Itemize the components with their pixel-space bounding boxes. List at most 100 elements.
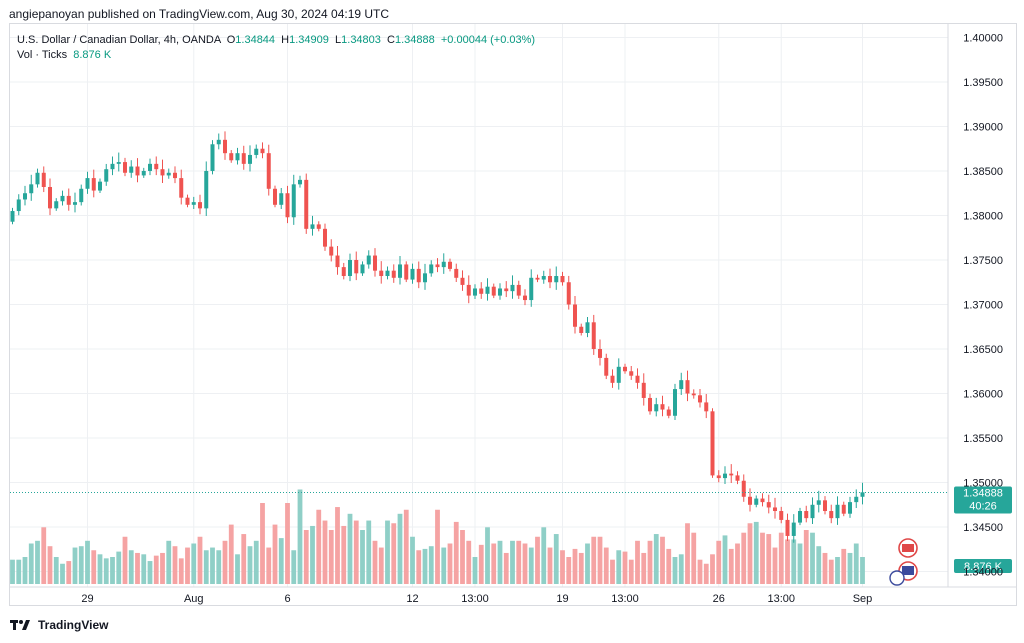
volume-bar	[22, 557, 28, 584]
candle-body	[510, 284, 515, 292]
candle-body	[523, 295, 527, 301]
low-label: L	[335, 34, 342, 46]
price-tick-label: 1.35000	[963, 478, 1003, 490]
countdown-label: 40:26	[969, 501, 997, 513]
candle-body	[535, 277, 540, 280]
volume-bar	[366, 520, 372, 584]
candle-body	[541, 276, 546, 280]
candle-body	[85, 178, 90, 189]
volume-bar	[622, 551, 628, 584]
volume-bar	[728, 548, 734, 584]
volume-bar	[372, 540, 378, 584]
volume-bar	[841, 548, 847, 584]
candle-body	[48, 186, 52, 209]
candle-body	[54, 201, 59, 209]
candle-body	[416, 268, 421, 283]
price-tick-label: 1.39000	[963, 121, 1003, 133]
volume-bar	[528, 547, 534, 584]
volume-bar	[422, 548, 428, 584]
volume-bar	[572, 548, 578, 584]
volume-bar	[672, 557, 678, 584]
candle-body	[829, 511, 834, 519]
volume-bar	[278, 538, 284, 584]
volume-bar	[810, 532, 815, 584]
volume-bar	[503, 552, 509, 584]
volume-bar	[153, 555, 159, 584]
price-tick-label: 1.36000	[963, 389, 1003, 401]
volume-bar	[566, 557, 572, 584]
volume-bar	[722, 535, 728, 584]
volume-bar	[85, 540, 90, 584]
candle-body	[166, 172, 171, 176]
candle-body	[216, 139, 221, 145]
volume-bar	[416, 550, 422, 584]
candle-body	[341, 267, 346, 277]
volume-bar	[472, 557, 478, 584]
volume-bar	[310, 525, 315, 584]
volume-bar	[747, 523, 753, 584]
volume-bar	[178, 558, 184, 584]
close-value: 1.34888	[394, 34, 435, 46]
volume-bar	[647, 540, 653, 584]
candle-body	[98, 181, 102, 191]
price-tick-label: 1.38000	[963, 210, 1003, 222]
candle-body	[673, 389, 677, 416]
volume-bar	[47, 546, 53, 584]
candle-body	[573, 304, 577, 327]
candle-body	[298, 179, 302, 185]
volume-bar	[610, 559, 615, 584]
candle-body	[641, 382, 646, 398]
candle-body	[698, 395, 702, 403]
open-value: 1.34844	[235, 34, 276, 46]
volume-bar	[72, 547, 78, 584]
volume-bar	[853, 543, 859, 584]
candle-body	[441, 261, 446, 268]
volume-bar	[53, 557, 59, 584]
volume-bar	[716, 540, 722, 584]
price-tick-label: 1.34000	[963, 567, 1003, 579]
candle-body	[454, 268, 459, 278]
footer-brand[interactable]: TradingView	[10, 618, 108, 632]
last-price-label: 1.34888	[963, 488, 1003, 500]
volume-bar	[591, 536, 597, 584]
candle-body	[741, 480, 746, 497]
volume-bar	[491, 543, 497, 584]
volume-legend: Vol · Ticks 8.876 K	[17, 49, 111, 61]
price-tick-label: 1.38500	[963, 166, 1003, 178]
candle-body	[616, 366, 621, 383]
candle-body	[585, 322, 590, 333]
candle-body	[66, 195, 71, 205]
volume-bar	[497, 540, 503, 584]
candle-body	[23, 193, 27, 200]
candle-body	[710, 411, 715, 476]
volume-bar	[666, 548, 672, 584]
footer-brand-label: TradingView	[38, 618, 109, 632]
time-tick-label: 13:00	[767, 593, 795, 605]
candle-body	[679, 380, 684, 390]
candle-body	[610, 375, 615, 383]
volume-bar	[160, 552, 165, 584]
candle-body	[198, 202, 202, 209]
candle-body	[210, 144, 215, 171]
volume-bar	[216, 550, 222, 584]
volume-bar	[710, 554, 715, 584]
volume-bar	[28, 543, 34, 584]
last-price-tag	[954, 486, 1012, 514]
volume-bar	[260, 503, 265, 584]
candle-body	[116, 162, 121, 164]
candle-body	[823, 500, 827, 512]
time-tick-label: 19	[556, 593, 568, 605]
candle-body	[310, 224, 315, 229]
candle-body	[460, 277, 465, 285]
price-tick-label: 1.35500	[963, 433, 1003, 445]
candle-body	[429, 264, 434, 274]
candle-body	[529, 277, 534, 301]
volume-bar	[403, 509, 409, 584]
volume-bar	[110, 557, 115, 584]
chart-frame[interactable]	[9, 23, 1017, 606]
volume-bar	[197, 536, 203, 584]
volume-bar	[247, 546, 253, 584]
candle-body	[41, 172, 46, 187]
candle-body	[766, 502, 771, 508]
